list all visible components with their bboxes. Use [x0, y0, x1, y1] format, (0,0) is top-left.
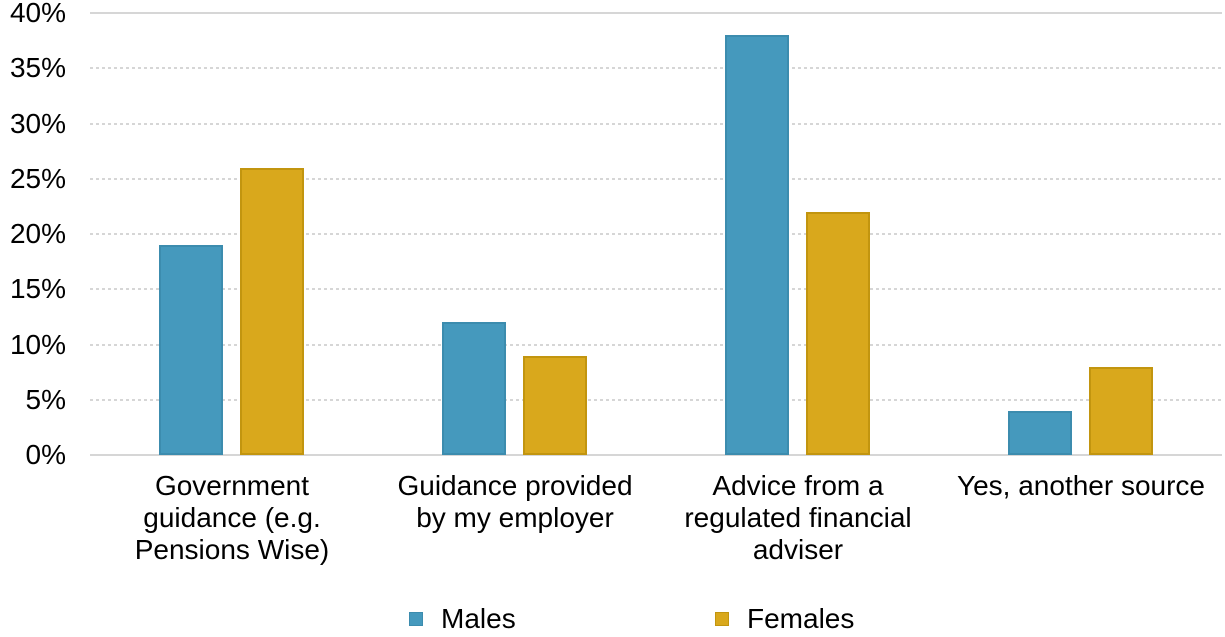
legend-label-females: Females — [747, 603, 855, 634]
gridline-5 — [90, 398, 1222, 401]
plot-area — [90, 12, 1222, 456]
category-label-advice-from-a-regulated-financial-adviser: Advice from a regulated financial advise… — [684, 470, 912, 565]
y-tick-label-35: 35% — [9, 52, 66, 84]
y-tick-label-10: 10% — [9, 328, 66, 360]
gridline-0 — [90, 454, 1222, 456]
bar-males-yes-another-source — [1008, 411, 1072, 455]
bar-males-government-guidance-e-g-pensions-wise — [159, 245, 223, 455]
bar-females-yes-another-source — [1089, 367, 1153, 455]
legend-item-females: Females — [715, 602, 854, 636]
gridline-40 — [90, 12, 1222, 14]
legend-label-males: Males — [441, 603, 516, 634]
y-tick-label-5: 5% — [25, 383, 66, 415]
legend-swatch-females — [715, 612, 729, 626]
bar-females-advice-from-a-regulated-financial-adviser — [806, 212, 870, 455]
category-label-government-guidance-e-g-pensions-wise: Government guidance (e.g. Pensions Wise) — [134, 470, 330, 565]
gridline-15 — [90, 288, 1222, 291]
gridline-20 — [90, 233, 1222, 235]
y-tick-label-0: 0% — [25, 439, 66, 470]
y-tick-label-15: 15% — [9, 273, 66, 305]
y-tick-label-25: 25% — [9, 162, 66, 194]
gridline-10 — [90, 343, 1222, 346]
y-tick-label-30: 30% — [9, 107, 66, 139]
legend-swatch-males — [409, 612, 423, 626]
bar-males-advice-from-a-regulated-financial-adviser — [725, 35, 789, 455]
bar-males-guidance-provided-by-my-employer — [442, 322, 506, 455]
y-tick-label-20: 20% — [9, 218, 66, 249]
gridline-25 — [90, 177, 1222, 180]
gridline-35 — [90, 67, 1222, 70]
legend-item-males: Males — [409, 602, 516, 636]
category-label-guidance-provided-by-my-employer: Guidance provided by my employer — [397, 470, 633, 533]
gridline-30 — [90, 122, 1222, 125]
bar-females-government-guidance-e-g-pensions-wise — [240, 168, 304, 455]
y-tick-label-40: 40% — [9, 0, 66, 28]
bar-females-guidance-provided-by-my-employer — [523, 356, 587, 455]
category-label-yes-another-source: Yes, another source — [956, 470, 1206, 501]
